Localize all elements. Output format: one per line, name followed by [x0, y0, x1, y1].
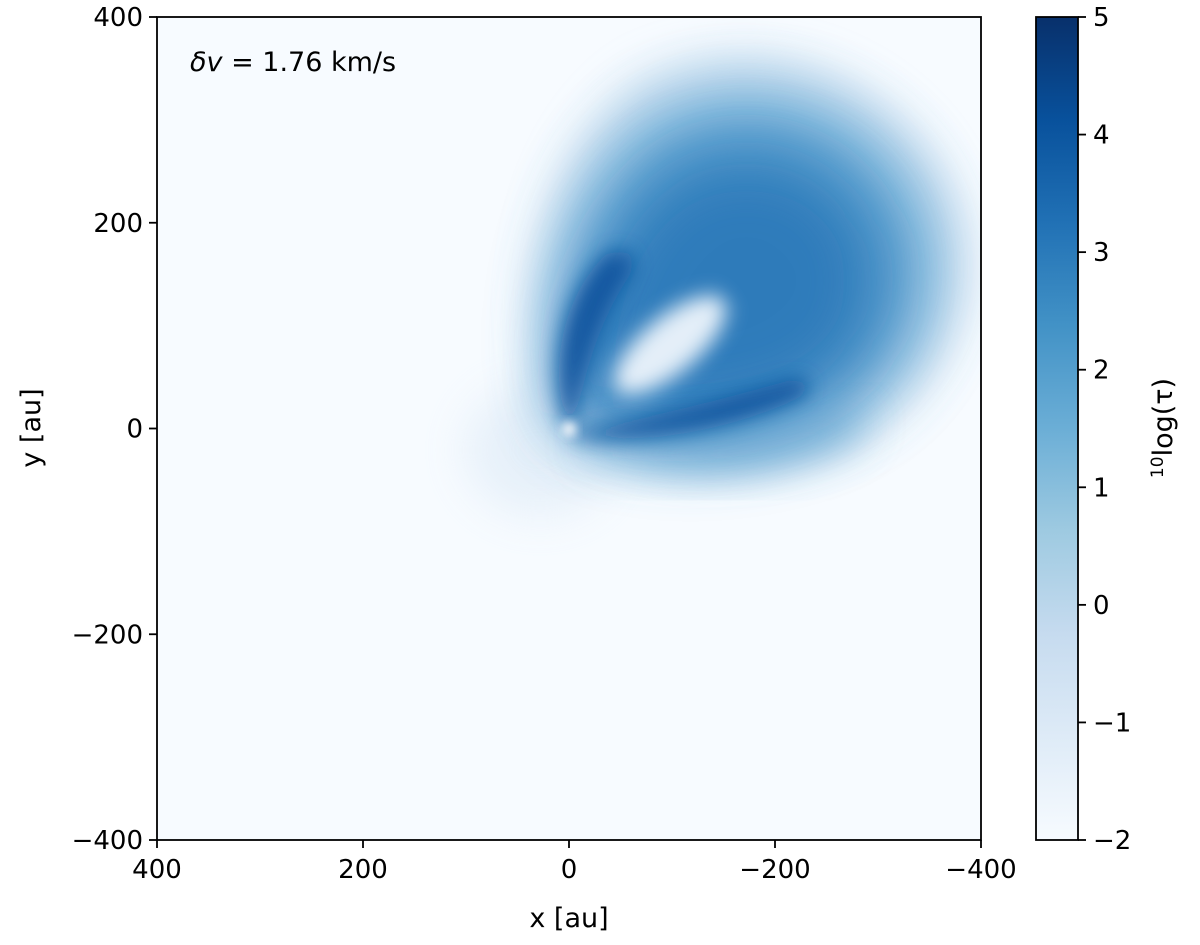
colorbar-frame [1035, 16, 1079, 841]
y-tick-label: −200 [72, 620, 143, 650]
x-axis-title: x [au] [529, 903, 608, 934]
upper-ridge [558, 251, 634, 425]
colorbar-tick-label: 3 [1093, 238, 1110, 268]
lower-tail [580, 411, 865, 471]
colorbar-tick-label: −1 [1093, 708, 1131, 738]
x-tick-label: −400 [945, 855, 1016, 885]
x-tick-label: −200 [739, 855, 810, 885]
y-tick-label: −400 [72, 826, 143, 856]
y-axis: 400 200 0 −200 −400 [72, 3, 157, 856]
colorbar-tick-label: 5 [1093, 3, 1110, 33]
colorbar-label-rest: log(τ) [1148, 378, 1179, 456]
colorbar-tick-label: 1 [1093, 473, 1110, 503]
annotation-symbol: δv [190, 47, 224, 78]
y-axis-title: y [au] [16, 388, 47, 467]
colorbar-tick-label: −2 [1093, 826, 1131, 856]
x-tick-label: 0 [561, 855, 578, 885]
colorbar-tick-label: 2 [1093, 356, 1110, 386]
heatmap-area [156, 16, 982, 841]
y-tick-label: 0 [126, 415, 143, 445]
colorbar-label-prefix: 10 [1148, 456, 1168, 478]
colorbar-ticks: 5 4 3 2 1 0 −1 −2 [1078, 3, 1131, 856]
colorbar-gradient [1036, 17, 1078, 840]
y-tick-label: 400 [93, 3, 143, 33]
colorbar-tick-label: 0 [1093, 591, 1110, 621]
colorbar-label: 10log(τ) [1148, 378, 1179, 478]
inner-cavity [613, 295, 727, 395]
x-tick-label: 200 [338, 855, 388, 885]
colorbar-tick-label: 4 [1093, 121, 1110, 151]
x-tick-label: 400 [132, 855, 182, 885]
lower-ridge [572, 379, 809, 440]
x-axis: 400 200 0 −200 −400 [132, 840, 1017, 885]
annotation-value: = 1.76 km/s [223, 47, 397, 78]
star-marker [562, 422, 576, 436]
emission-region [465, 56, 966, 515]
velocity-annotation: δv = 1.76 km/s [190, 47, 396, 78]
y-tick-label: 200 [93, 209, 143, 239]
